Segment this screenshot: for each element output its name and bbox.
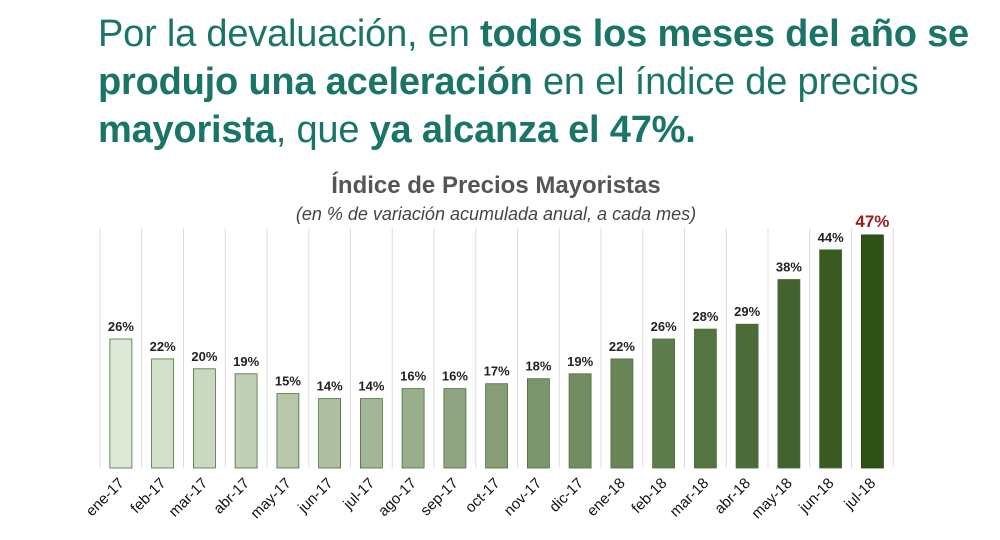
tick-label-mar-17: mar-17 [166,475,212,521]
tick-label-jun-17: jun-17 [294,475,336,517]
data-label-oct-17: 17% [484,364,510,379]
bar-dic-17 [568,373,592,469]
tick-label-jun-18: jun-18 [795,475,837,517]
data-labels: 26% 22% 20% 19% 15% 14% 14% 16% 16% 17% 18% 19% 22% 2… [108,212,890,394]
bar-jul-17 [359,398,383,469]
bar-ago-17 [401,388,425,469]
data-label-dic-17: 19% [567,354,593,369]
headline: Por la devaluación, en todos los meses d… [98,10,978,154]
data-label-feb-17: 22% [150,339,176,354]
tick-label-feb-17: feb-17 [127,475,169,517]
chart-subtitle: (en % de variación acumulada anual, a ca… [296,204,696,224]
bar-may-17 [276,393,300,469]
tick-label-jul-17: jul-17 [340,475,379,514]
data-label-abr-18: 29% [734,304,760,319]
tick-label-ene-17: ene-17 [83,475,128,520]
data-label-mar-17: 20% [191,349,217,364]
bar-jul-18 [861,234,884,469]
headline-bold-2: mayorista [98,109,276,151]
bar-abr-18 [735,323,759,469]
tick-label-sep-17: sep-17 [417,475,461,519]
bar-nov-17 [527,378,550,469]
bar-sep-17 [443,388,467,469]
bar-ene-18 [610,358,634,469]
tick-label-ene-18: ene-18 [584,475,629,520]
data-label-jun-17: 14% [317,379,343,394]
bar-mar-18 [694,328,717,469]
data-label-nov-17: 18% [525,359,551,374]
tick-label-dic-17: dic-17 [546,475,587,516]
bar-jun-17 [318,398,342,469]
tick-label-mar-18: mar-18 [667,475,713,521]
grid-lines [99,228,894,468]
data-label-ene-17: 26% [108,319,134,334]
data-label-feb-18: 26% [651,319,677,334]
headline-part-1: Por la devaluación, en [98,13,480,55]
headline-part-3: , que [275,109,370,151]
tick-label-abr-18: abr-18 [711,475,754,518]
data-label-jul-18: 47% [855,212,889,231]
bar-may-18 [777,279,801,469]
data-label-mar-18: 28% [692,309,718,324]
chart-title: Índice de Precios Mayoristas [331,171,660,199]
headline-bold-1: todos los meses del año se produjo una a… [98,13,969,103]
data-label-jun-18: 44% [818,230,844,245]
bar-oct-17 [485,383,509,469]
data-label-sep-17: 16% [442,369,468,384]
data-label-ago-17: 16% [400,369,426,384]
bar-mar-17 [192,368,216,469]
headline-part-2: en el índice de precios [532,61,919,103]
bar-feb-17 [151,358,175,469]
bar-abr-17 [234,373,258,469]
tick-label-oct-17: oct-17 [462,475,504,517]
tick-label-abr-17: abr-17 [210,475,253,518]
tick-label-may-18: may-18 [748,475,795,522]
data-label-may-17: 15% [275,374,301,389]
bar-ene-17 [109,338,133,469]
bar-feb-18 [652,338,675,469]
tick-label-feb-18: feb-18 [628,475,670,517]
headline-bold-3: ya alcanza el 47%. [369,109,696,151]
data-label-abr-17: 19% [233,354,259,369]
bar-jun-18 [819,249,842,469]
bars [109,234,884,469]
data-label-jul-17: 14% [358,379,384,394]
tick-label-jul-18: jul-18 [841,475,880,514]
tick-label-may-17: may-17 [247,475,294,522]
data-label-ene-18: 22% [609,339,635,354]
data-label-may-18: 38% [776,260,802,275]
tick-label-nov-17: nov-17 [501,475,545,519]
tick-label-ago-17: ago-17 [375,475,420,520]
